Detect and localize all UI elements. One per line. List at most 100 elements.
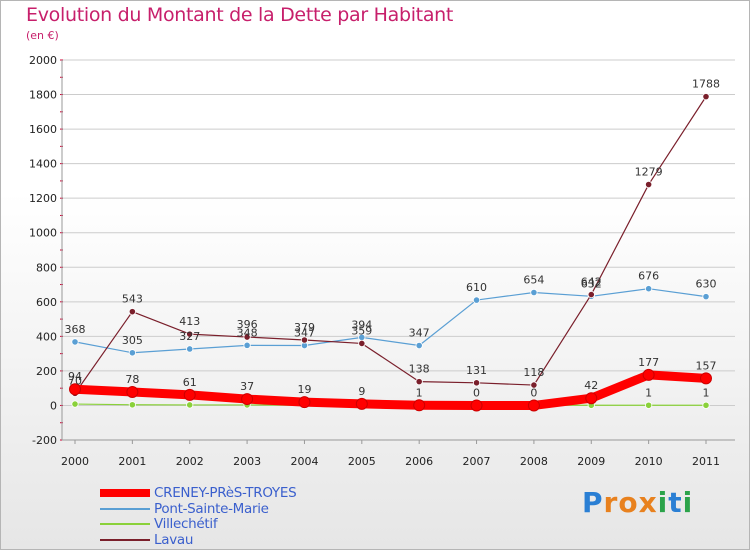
series-lines [69, 93, 712, 412]
data-point [645, 401, 653, 409]
data-point [415, 341, 423, 350]
logo-letter: t [668, 486, 683, 519]
series-line [74, 288, 707, 354]
data-label: 610 [466, 281, 487, 294]
data-label: 0 [530, 386, 537, 399]
data-point [243, 341, 251, 349]
series-line [70, 370, 711, 410]
data-point [71, 338, 79, 346]
legend-swatch [100, 507, 150, 510]
data-point [186, 345, 194, 353]
x-tick-label: 2009 [577, 455, 605, 468]
data-point [413, 399, 426, 412]
x-tick-label: 2007 [463, 455, 491, 468]
data-label: 394 [351, 318, 372, 331]
data-point [128, 401, 136, 409]
data-point [642, 368, 655, 381]
data-label: 359 [351, 324, 372, 337]
x-tick-label: 2005 [348, 455, 376, 468]
data-label: 118 [523, 366, 544, 379]
x-tick-label: 2000 [61, 455, 89, 468]
x-tick-label: 2002 [176, 455, 204, 468]
y-tick-label: 1200 [29, 192, 57, 205]
x-tick-label: 2011 [692, 455, 720, 468]
data-point [300, 336, 309, 344]
data-label: 413 [179, 315, 200, 328]
data-label: 1788 [692, 78, 720, 91]
data-point [472, 379, 481, 387]
data-label: 0 [473, 386, 480, 399]
data-point [700, 372, 712, 385]
data-label: 676 [638, 270, 659, 283]
data-label: 1279 [635, 166, 663, 179]
data-label: 94 [68, 370, 82, 383]
data-label: 327 [179, 330, 200, 343]
data-label: 19 [297, 383, 311, 396]
data-point [358, 339, 366, 348]
y-tick-label: 1800 [29, 89, 57, 102]
data-point [530, 381, 538, 389]
x-axis-ticks: 2000 2001 2002 2003 2004 2005 2006 2007 2008 2009… [61, 455, 720, 468]
legend-label: CRENEY-PRèS-TROYES [154, 485, 297, 501]
data-point [298, 396, 311, 409]
data-label: 347 [409, 327, 430, 340]
data-label: 1 [703, 386, 710, 399]
data-label: 177 [638, 356, 659, 369]
data-point [645, 180, 653, 189]
legend-swatch [100, 489, 150, 497]
legend-label: Villechétif [154, 516, 218, 532]
data-label: 131 [466, 364, 487, 377]
data-label: 42 [584, 379, 598, 392]
logo-letter: r [603, 486, 619, 519]
chart-subtitle: (en €) [26, 29, 59, 42]
data-point [470, 399, 483, 412]
data-point [243, 333, 251, 341]
logo-letter: i [657, 486, 669, 519]
proxiti-logo: Proxiti [582, 486, 693, 519]
y-tick-label: 600 [36, 296, 57, 309]
x-tick-label: 2004 [290, 455, 318, 468]
x-tick-label: 2006 [405, 455, 433, 468]
legend-swatch [100, 538, 150, 541]
data-label: 1 [416, 386, 423, 399]
data-point [702, 93, 710, 101]
logo-letter: P [582, 486, 604, 519]
logo-letter: o [618, 486, 639, 519]
data-point [527, 399, 540, 412]
data-label: 543 [122, 293, 143, 306]
data-label: 348 [237, 326, 258, 339]
data-point [587, 290, 595, 299]
data-point [241, 393, 254, 406]
data-label: 9 [358, 385, 365, 398]
data-label: 630 [696, 278, 717, 291]
x-tick-label: 2001 [118, 455, 146, 468]
chart-title: Evolution du Montant de la Dette par Hab… [26, 4, 454, 26]
data-point [472, 296, 481, 304]
data-label: 61 [183, 376, 197, 389]
y-tick-label: 0 [50, 399, 57, 412]
y-tick-label: 2000 [29, 54, 57, 67]
data-point [702, 401, 710, 409]
data-point [355, 397, 368, 410]
data-label: 347 [294, 327, 315, 340]
data-label: 654 [523, 273, 544, 286]
data-point [415, 378, 423, 386]
data-point [530, 288, 538, 297]
data-label: 379 [294, 321, 315, 334]
data-point [702, 293, 710, 301]
legend-label: Lavau [154, 531, 194, 548]
grid-lines [62, 59, 735, 441]
data-label: 642 [581, 276, 602, 289]
logo-letter: i [682, 486, 694, 519]
data-point [128, 349, 136, 357]
y-tick-label: 1600 [29, 123, 57, 136]
data-label: 305 [122, 334, 143, 347]
data-point [186, 401, 194, 409]
y-axis-ticks: -200 0 200 400 600 800 1000 1200 1400 1600 1800 200… [29, 54, 57, 447]
data-label: 37 [240, 380, 254, 393]
data-label: 70 [68, 374, 82, 387]
data-label: 632 [581, 277, 602, 290]
data-label: 78 [125, 373, 139, 386]
data-label: 396 [237, 318, 258, 331]
